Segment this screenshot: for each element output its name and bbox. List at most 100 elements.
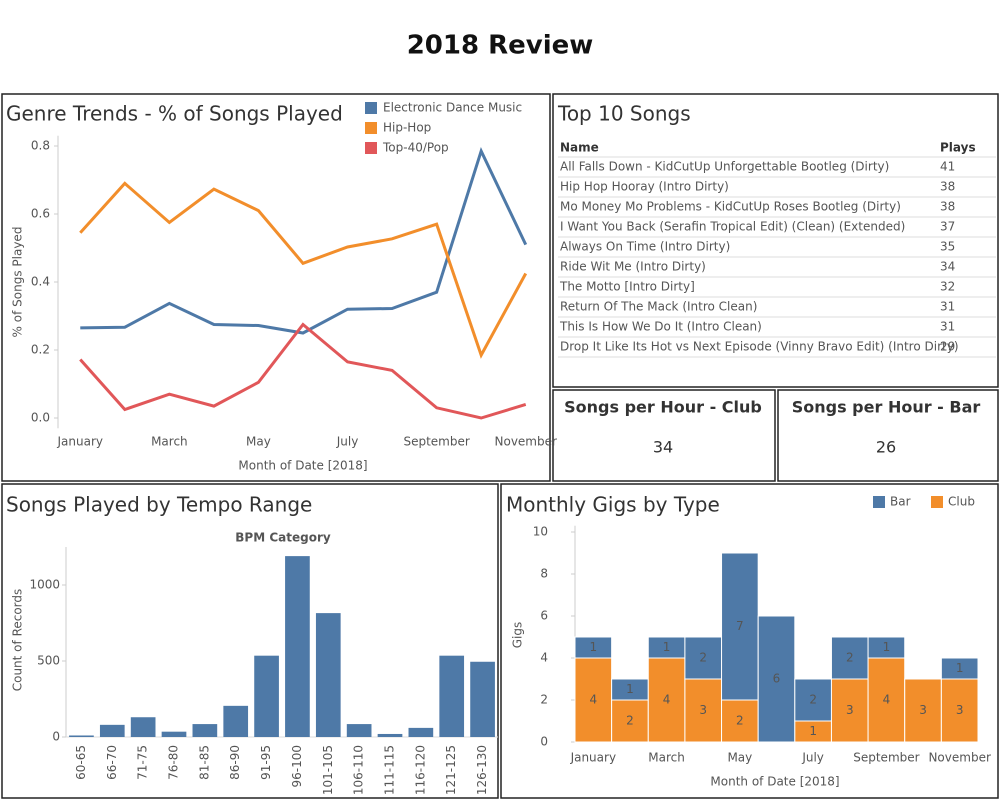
- x-tick-label: 111-115: [383, 745, 397, 795]
- legend-swatch: [931, 496, 943, 508]
- panel: [500, 483, 999, 799]
- bar-segment: [830, 636, 869, 680]
- table-cell: Ride Wit Me (Intro Dirty): [560, 260, 706, 274]
- y-tick-label: 2: [540, 693, 548, 707]
- table-cell: 31: [940, 300, 955, 314]
- legend-label: Club: [948, 495, 975, 509]
- bar-segment: [684, 678, 723, 743]
- line-series: [79, 181, 528, 359]
- bar: [408, 727, 434, 737]
- table-cell: Always On Time (Intro Dirty): [560, 240, 730, 254]
- y-tick-label: 0.0: [31, 411, 50, 425]
- bar-segment: [757, 615, 796, 743]
- table-cell: 35: [940, 240, 955, 254]
- x-tick-label: March: [648, 751, 685, 765]
- bar-segment: [574, 636, 613, 659]
- line-series: [79, 322, 527, 420]
- y-tick-label: 4: [540, 651, 548, 665]
- table-cell: 34: [940, 260, 955, 274]
- dashboard-title: 2018 Review: [407, 31, 594, 61]
- data-label: 2: [809, 693, 817, 707]
- y-tick-label: 0.4: [31, 275, 50, 289]
- table-cell: 29: [940, 340, 955, 354]
- x-tick-label: 81-85: [197, 745, 211, 780]
- panel: [1, 93, 551, 482]
- panel: [552, 389, 776, 482]
- legend-swatch: [365, 142, 377, 154]
- chart-title: Monthly Gigs by Type: [506, 493, 720, 517]
- bar-segment: [940, 657, 979, 680]
- x-tick-label: May: [727, 751, 752, 765]
- x-tick-label: 126-130: [475, 745, 489, 795]
- x-axis-title: Month of Date [2018]: [238, 459, 367, 473]
- data-label: 1: [589, 640, 597, 654]
- line-series: [80, 147, 528, 335]
- table-cell: 41: [940, 160, 955, 174]
- data-label: 2: [626, 714, 634, 728]
- table-cell: I Want You Back (Serafin Tropical Edit) …: [560, 220, 905, 234]
- y-tick-label: 0.8: [31, 139, 50, 153]
- table-cell: This Is How We Do It (Intro Clean): [559, 320, 762, 334]
- bar: [285, 556, 310, 737]
- y-tick-label: 8: [540, 567, 548, 581]
- x-tick-label: September: [403, 435, 469, 449]
- data-label: 1: [626, 682, 634, 696]
- x-tick-label: January: [570, 751, 617, 765]
- legend-swatch: [365, 122, 377, 134]
- x-axis-title: Month of Date [2018]: [710, 775, 839, 789]
- x-tick-label: 76-80: [167, 745, 181, 780]
- y-tick-label: 0.6: [31, 207, 50, 221]
- bar: [377, 733, 403, 737]
- x-tick-label: 71-75: [136, 745, 150, 780]
- table-cell: Return Of The Mack (Intro Clean): [560, 300, 757, 314]
- y-axis-title: % of Songs Played: [11, 227, 25, 338]
- legend-label: Hip-Hop: [383, 121, 431, 135]
- data-label: 3: [956, 703, 964, 717]
- x-tick-label: May: [246, 435, 271, 449]
- data-label: 4: [883, 693, 891, 707]
- data-label: 1: [956, 661, 964, 675]
- y-tick-label: 500: [37, 654, 60, 668]
- data-label: 1: [883, 640, 891, 654]
- table-cell: 31: [940, 320, 955, 334]
- y-tick-label: 1000: [29, 578, 60, 592]
- table-cell: 38: [940, 200, 955, 214]
- y-tick-label: 0: [52, 730, 60, 744]
- x-tick-label: 106-110: [352, 745, 366, 795]
- legend-label: Top-40/Pop: [382, 141, 449, 155]
- x-tick-label: November: [928, 751, 990, 765]
- x-tick-label: January: [57, 435, 104, 449]
- bar-segment: [867, 636, 906, 659]
- data-label: 3: [699, 703, 707, 717]
- x-tick-label: March: [151, 435, 188, 449]
- y-tick-label: 10: [533, 525, 548, 539]
- legend-label: Electronic Dance Music: [383, 101, 522, 115]
- table-cell: Drop It Like Its Hot vs Next Episode (Vi…: [560, 340, 959, 354]
- bar-segment: [794, 678, 832, 722]
- x-tick-label: July: [336, 435, 359, 449]
- legend-swatch: [365, 102, 377, 114]
- x-tick-label: July: [801, 751, 824, 765]
- kpi-title: Songs per Hour - Club: [564, 398, 762, 417]
- table-cell: All Falls Down - KidCutUp Unforgettable …: [560, 160, 889, 174]
- bar-segment: [830, 678, 869, 743]
- y-tick-label: 0.2: [31, 343, 50, 357]
- bar-segment: [684, 636, 723, 680]
- data-label: 4: [589, 693, 597, 707]
- x-tick-label: 91-95: [259, 745, 273, 780]
- data-label: 3: [846, 703, 854, 717]
- panel: [552, 93, 999, 388]
- data-label: 1: [809, 724, 817, 738]
- bar: [346, 724, 372, 737]
- x-tick-label: September: [853, 751, 919, 765]
- axis-header: BPM Category: [235, 531, 331, 545]
- chart-title: Genre Trends - % of Songs Played: [6, 102, 343, 126]
- bar: [130, 717, 156, 737]
- data-label: 2: [699, 651, 707, 665]
- y-axis-title: Gigs: [511, 622, 525, 649]
- data-label: 2: [846, 651, 854, 665]
- x-tick-label: November: [495, 435, 557, 449]
- x-tick-label: 116-120: [413, 745, 427, 795]
- x-tick-label: 101-105: [321, 745, 335, 795]
